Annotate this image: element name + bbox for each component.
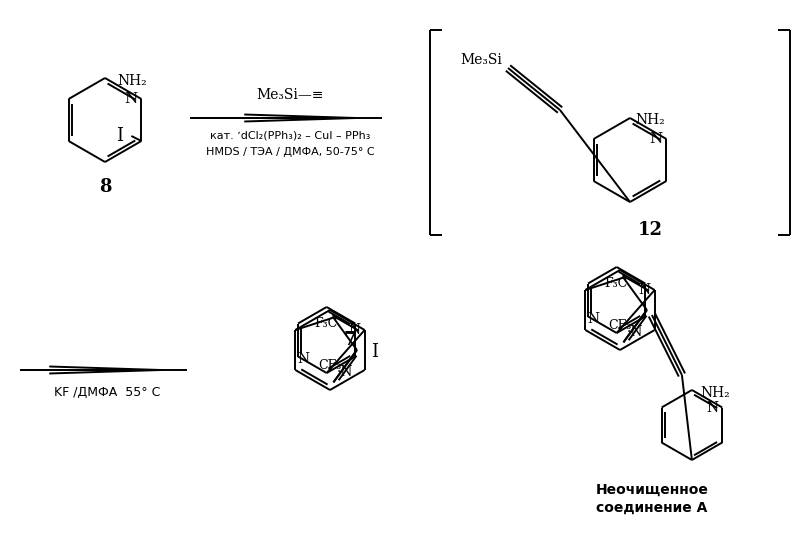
Text: кат. ʼdCl₂(PPh₃)₂ – CuI – PPh₃: кат. ʼdCl₂(PPh₃)₂ – CuI – PPh₃ [210,130,370,140]
Text: NH₂: NH₂ [635,113,665,127]
Text: N: N [638,283,650,297]
Text: HMDS / ТЭА / ДМФА, 50-75° C: HMDS / ТЭА / ДМФА, 50-75° C [206,147,374,157]
Text: соединение A: соединение A [596,501,708,515]
Text: F₃C: F₃C [314,317,338,330]
Text: I: I [116,127,123,145]
Text: N: N [587,312,599,326]
Text: CF₃: CF₃ [608,319,632,332]
Text: Me₃Si: Me₃Si [460,53,502,67]
Text: CF₃: CF₃ [318,359,342,372]
Text: 12: 12 [638,221,662,239]
Text: N: N [649,132,662,146]
Text: N: N [706,401,718,415]
Text: NH₂: NH₂ [117,74,146,88]
Text: ·N: ·N [337,365,353,380]
Text: N: N [298,352,310,366]
Text: ·N: ·N [626,325,643,339]
Text: N: N [349,323,361,337]
Text: N: N [124,92,138,106]
Text: Me₃Si—≡: Me₃Si—≡ [256,88,324,102]
Text: 7: 7 [344,331,356,349]
Text: KF /ДМФА  55° C: KF /ДМФА 55° C [54,386,160,398]
Text: Неочищенное: Неочищенное [595,483,708,497]
Text: I: I [371,343,378,361]
Text: NH₂: NH₂ [700,386,730,400]
Text: F₃C: F₃C [604,277,627,290]
Text: 8: 8 [98,178,111,196]
